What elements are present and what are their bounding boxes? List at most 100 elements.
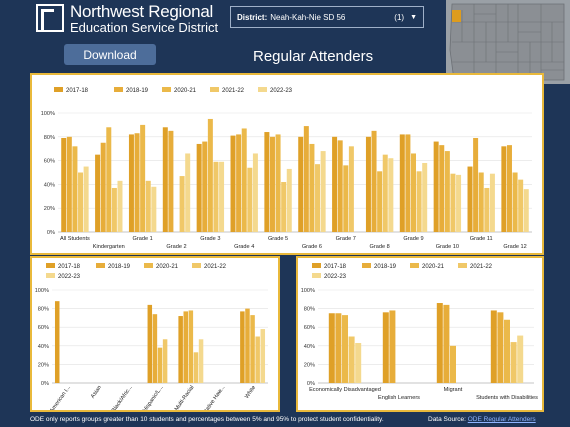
y-tick-label: 0% — [41, 381, 49, 387]
bar — [309, 143, 315, 232]
legend-swatch — [96, 263, 105, 268]
bar — [185, 153, 191, 232]
bar — [337, 140, 343, 232]
bar — [134, 133, 140, 232]
legend-label: 2017-18 — [66, 88, 89, 94]
legend-label: 2020-21 — [422, 264, 445, 270]
bar — [281, 182, 287, 232]
bar — [230, 135, 236, 232]
y-tick-label: 60% — [44, 159, 55, 165]
legend-swatch — [362, 263, 371, 268]
bar — [450, 173, 456, 232]
bar — [512, 172, 518, 232]
x-tick-label: Grade 8 — [370, 244, 390, 250]
bar — [315, 164, 321, 232]
bar — [213, 161, 219, 232]
bar — [247, 167, 253, 232]
bar — [147, 304, 153, 383]
legend-label: 2022-23 — [324, 274, 347, 280]
x-tick-label: Grade 2 — [166, 244, 186, 250]
bar — [275, 134, 281, 232]
x-tick-label: Multi-Racial — [174, 385, 196, 410]
y-tick-label: 80% — [38, 307, 49, 313]
bar — [106, 127, 112, 232]
bar — [303, 126, 309, 232]
y-tick-label: 100% — [301, 288, 315, 294]
grade-chart-panel: 2017-18 2018-19 2020-21 2021-22 2022-23 0% 20%… — [30, 73, 544, 255]
bar — [241, 128, 247, 232]
legend-label: 2022-23 — [58, 274, 81, 280]
x-tick-label: All Students — [60, 236, 90, 242]
legend-swatch — [410, 263, 419, 268]
district-label: District: — [237, 12, 268, 22]
org-subtitle: Education Service District — [70, 20, 219, 35]
bar — [450, 345, 456, 383]
x-tick-label: Grade 6 — [302, 244, 322, 250]
x-tick-label: Grade 11 — [470, 236, 493, 242]
bar — [264, 132, 270, 232]
y-tick-label: 20% — [304, 362, 315, 368]
oregon-map-image[interactable] — [446, 0, 570, 84]
x-tick-label: Hispanic/L... — [142, 384, 165, 410]
x-tick-label: Grade 3 — [200, 236, 220, 242]
legend-label: 2022-23 — [270, 88, 293, 94]
bar — [240, 311, 245, 383]
legend-label: 2017-18 — [324, 264, 347, 270]
chevron-down-icon: ▼ — [410, 13, 417, 21]
legend-label: 2021-22 — [204, 264, 227, 270]
legend-swatch — [46, 263, 55, 268]
bar — [54, 301, 60, 383]
bar — [382, 312, 389, 383]
bar — [66, 136, 72, 232]
bar — [152, 314, 158, 383]
legend-swatch — [458, 263, 467, 268]
bar — [252, 153, 258, 232]
x-tick-label: Students with Disabilities — [476, 395, 538, 401]
x-tick-label: Grade 7 — [336, 236, 356, 242]
bar — [100, 142, 106, 232]
bar — [188, 310, 194, 383]
bar — [497, 312, 504, 383]
bar — [183, 311, 189, 383]
legend-label: 2020-21 — [156, 264, 179, 270]
bar — [219, 161, 225, 232]
bar — [236, 134, 242, 232]
bar — [456, 174, 462, 232]
bar — [473, 137, 479, 232]
bar — [269, 136, 275, 232]
y-tick-label: 0% — [47, 230, 55, 236]
bar — [389, 310, 396, 383]
data-source-link[interactable]: ODE Regular Attenders — [467, 416, 536, 423]
bar — [510, 342, 517, 383]
data-source-label: Data Source: — [428, 416, 466, 423]
legend-label: 2021-22 — [470, 264, 493, 270]
bar — [157, 347, 163, 383]
bar — [95, 154, 101, 232]
bar — [202, 141, 208, 232]
x-tick-label: Economically Disadvantaged — [309, 387, 381, 393]
bar — [178, 316, 183, 383]
x-tick-label: Native Haw... — [203, 384, 227, 410]
download-button[interactable]: Download — [64, 44, 156, 65]
bar — [382, 154, 388, 232]
bar — [377, 171, 383, 232]
legend-swatch — [258, 87, 267, 92]
district-value: Neah-Kah-Nie SD 56 — [270, 12, 346, 22]
legend-swatch — [312, 273, 321, 278]
bar — [168, 130, 174, 232]
bar — [501, 146, 507, 232]
bar — [162, 127, 168, 232]
y-tick-label: 60% — [38, 325, 49, 331]
x-tick-label: Grade 12 — [503, 244, 526, 250]
bar — [198, 339, 204, 383]
x-tick-label: Grade 5 — [268, 236, 288, 242]
y-tick-label: 60% — [304, 325, 315, 331]
bar — [162, 339, 168, 383]
race-chart-panel: 2017-18 2018-19 2020-21 2021-22 2022-23 0% 20%… — [30, 256, 280, 415]
legend-label: 2017-18 — [58, 264, 81, 270]
district-select[interactable]: District: Neah-Kah-Nie SD 56 (1) ▼ — [230, 6, 424, 28]
bar — [117, 180, 123, 232]
bar — [371, 130, 377, 232]
legend-swatch — [54, 87, 63, 92]
legend-swatch — [192, 263, 201, 268]
